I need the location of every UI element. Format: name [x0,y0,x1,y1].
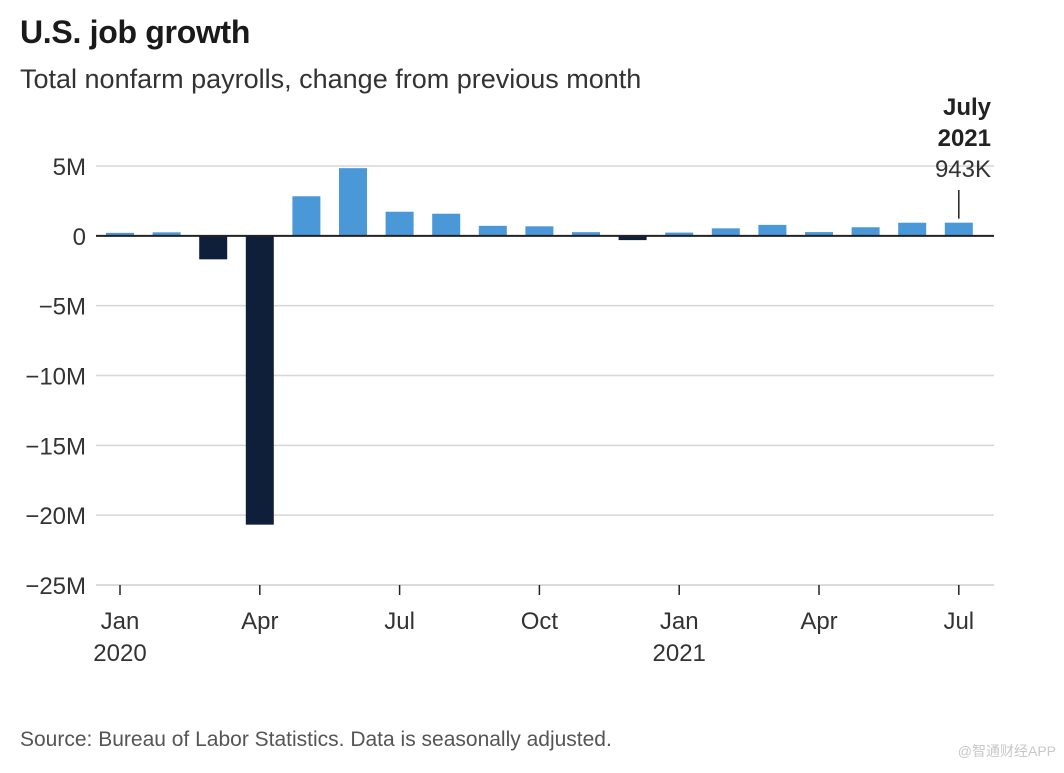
x-tick-label: Apr [241,608,278,635]
bar-mar-2020 [199,235,228,260]
bar-jun-2021 [898,222,927,236]
x-tick-label: Oct [521,608,559,635]
bar-may-2021 [851,227,880,236]
bar-jun-2020 [339,168,367,236]
x-tick-label: Jul [384,608,415,635]
x-axis: Jan 2020 Apr Jul Oct Jan 2021 Apr Jul [93,584,994,667]
y-tick-label: 5M [53,154,86,181]
bar-may-2020 [292,196,321,236]
bar-nov-2020 [572,232,600,236]
y-tick-label: −10M [25,364,86,391]
bar-feb-2020 [152,232,181,236]
x-tick-year-label: 2020 [93,640,146,667]
chart-title: U.S. job growth [20,14,251,50]
x-tick-label: Jan [101,608,140,635]
bar-apr-2020 [245,235,274,525]
y-axis-labels: 5M 0 −5M −10M −15M −20M −25M [25,154,86,600]
annotation-callout: July 2021 943K [935,94,992,219]
y-tick-label: −15M [25,433,86,460]
bar-mar-2021 [758,224,787,236]
bar-dec-2020 [618,235,647,241]
x-tick-year-label: 2021 [653,640,706,667]
annotation-year: 2021 [938,125,991,152]
y-tick-label: −5M [39,294,86,321]
y-tick-label: −20M [25,503,86,530]
bar-jul-2021 [944,222,973,236]
bar-sep-2020 [478,225,507,236]
bar-jul-2020 [385,211,414,236]
annotation-value: 943K [935,156,991,183]
x-tick-label: Apr [800,608,837,635]
bar-jan-2021 [665,232,694,236]
watermark: @智通财经APP [957,743,1056,759]
bar-aug-2020 [432,213,461,236]
y-tick-label: 0 [73,224,86,251]
chart-subtitle: Total nonfarm payrolls, change from prev… [20,64,642,94]
bar-jan-2020 [106,232,134,236]
bar-apr-2021 [805,232,833,236]
x-tick-label: Jan [660,608,699,635]
bars [106,168,973,525]
bar-oct-2020 [525,226,554,236]
y-tick-label: −25M [25,573,86,600]
annotation-month: July [943,94,992,121]
x-tick-label: Jul [943,608,974,635]
bar-feb-2021 [711,228,740,236]
source-note: Source: Bureau of Labor Statistics. Data… [20,728,612,751]
